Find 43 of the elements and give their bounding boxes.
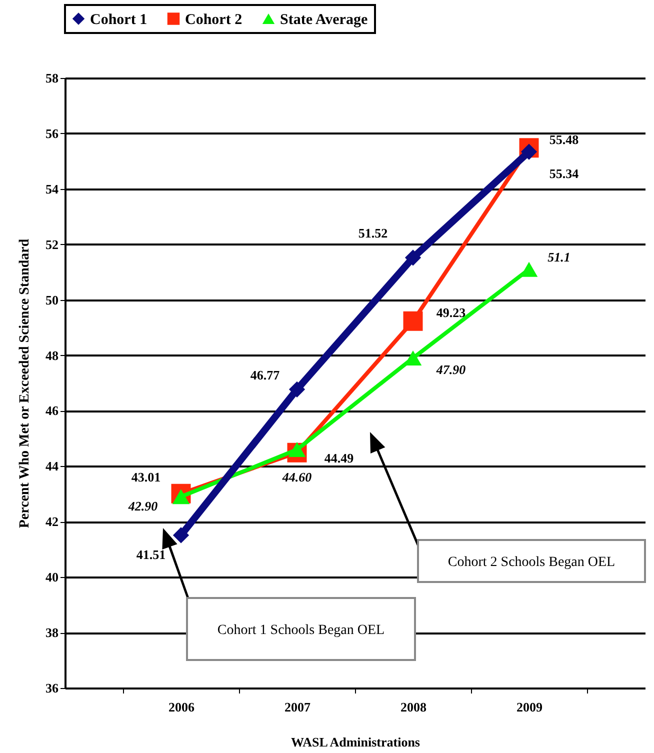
data-label: 44.49: [324, 450, 354, 466]
data-label: 51.1: [548, 249, 570, 264]
legend-label: Cohort 2: [185, 12, 242, 28]
data-label: 51.52: [358, 226, 388, 241]
y-tick-label: 40: [46, 570, 58, 585]
annotation: Cohort 1 Schools Began OEL: [217, 623, 385, 638]
y-tick-label: 46: [46, 403, 59, 418]
point: [520, 144, 538, 160]
x-tick-label: 2008: [400, 700, 427, 714]
point: [403, 311, 423, 331]
point: [172, 527, 190, 544]
data-label: 46.77: [250, 367, 280, 382]
y-tick-label: 42: [46, 514, 58, 530]
y-tick-label: 36: [46, 680, 59, 696]
point: [288, 381, 306, 398]
point: [172, 489, 190, 504]
y-axis-title: Percent Who Met or Exceeded Science Standard: [18, 238, 32, 528]
x-tick-label: 2007: [284, 700, 311, 714]
point: [288, 442, 306, 458]
y-tick-label: 52: [46, 236, 58, 252]
annotation: Cohort 2 Schools Began OEL: [448, 555, 616, 570]
data-label: 44.60: [281, 470, 312, 485]
y-tick-label: 44: [46, 458, 59, 474]
legend-label: State Average: [280, 12, 368, 28]
x-axis-title: WASL Administrations: [291, 734, 420, 750]
y-tick-label: 48: [46, 348, 59, 363]
data-label: 55.34: [549, 166, 580, 181]
y-tick-label: 50: [46, 292, 58, 308]
y-tick-label: 56: [46, 126, 59, 141]
data-label: 41.51: [136, 547, 166, 562]
point: [404, 250, 422, 266]
y-tick-label: 58: [46, 70, 59, 86]
data-label: 47.90: [435, 362, 466, 378]
y-tick-label: 38: [46, 625, 59, 640]
x-tick-label: 2009: [516, 700, 543, 714]
point: [520, 262, 538, 277]
data-label: 42.90: [127, 498, 158, 514]
data-label: 49.23: [436, 305, 466, 320]
legend-label: Cohort 1: [90, 12, 148, 28]
x-tick-label: 2006: [168, 700, 195, 714]
data-label: 43.01: [131, 470, 161, 485]
data-label: 55.48: [549, 132, 580, 147]
y-tick-label: 54: [46, 181, 59, 196]
